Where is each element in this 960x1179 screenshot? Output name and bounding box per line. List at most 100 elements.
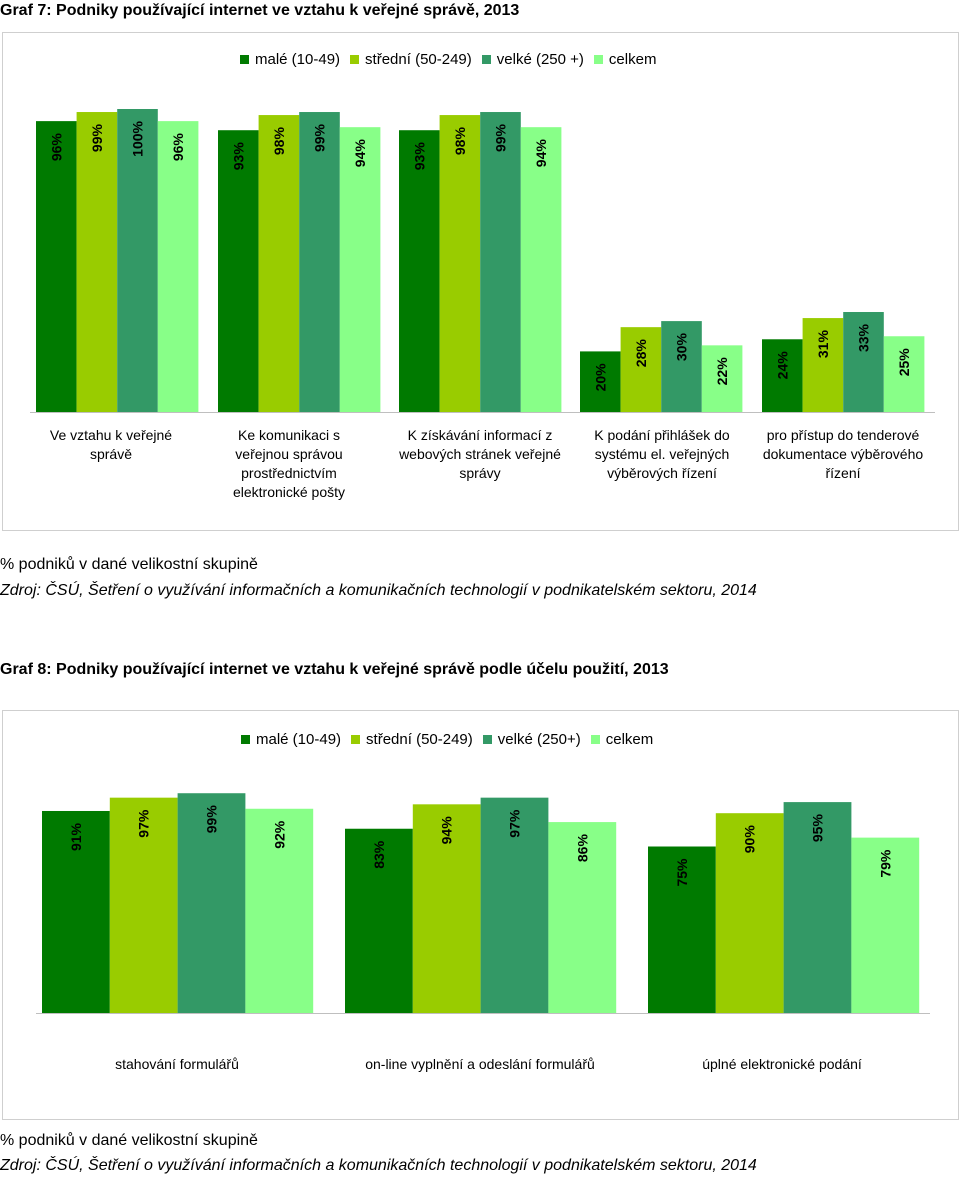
legend-swatch-medium [350, 55, 360, 64]
chart1-category-label: Ke komunikaci s veřejnou správou prostře… [232, 427, 346, 500]
data-label-small-3: 75% [674, 858, 690, 887]
bar-small-5 [762, 339, 803, 412]
legend-label: velké (250 +) [496, 51, 584, 68]
data-label-small-2: 93% [230, 142, 246, 171]
bar-large-4 [661, 321, 702, 412]
bar-small-3 [648, 846, 716, 1013]
data-label-large-3: 95% [810, 814, 826, 843]
legend-label: celkem [605, 731, 654, 748]
bar-medium-4 [620, 327, 662, 412]
chart2-note: % podniků v dané velikostní skupině [0, 1132, 258, 1149]
legend-label: velké (250+) [497, 731, 581, 748]
chart1-title: Graf 7: Podniky používající internet ve … [0, 2, 520, 19]
chart2-legend: malé (10-49) střední (50-249) velké (250… [241, 731, 663, 748]
data-label-small-1: 96% [48, 133, 64, 162]
chart1-source: Zdroj: ČSÚ, Šetření o využívání informač… [0, 582, 757, 599]
bar-medium-5 [802, 318, 844, 412]
legend-swatch-medium [351, 735, 361, 744]
legend-swatch-large [481, 55, 491, 64]
legend-swatch-total [590, 735, 600, 744]
chart2-legend-item-total: celkem [590, 731, 654, 748]
bar-total-1 [157, 121, 199, 413]
bar-total-3 [851, 837, 920, 1013]
data-label-small-2: 83% [371, 840, 387, 869]
chart2-category-label: úplné elektronické podání [702, 1056, 862, 1072]
legend-label: malé (10-49) [256, 731, 342, 748]
legend-label: střední (50-249) [366, 731, 473, 748]
legend-label: malé (10-49) [255, 51, 341, 68]
legend-label: střední (50-249) [365, 51, 472, 68]
chart1-category-label: pro přístup do tenderové dokumentace výb… [762, 427, 924, 481]
data-label-total-5: 25% [896, 348, 912, 377]
data-label-total-1: 96% [170, 133, 186, 162]
chart2-source: Zdroj: ČSÚ, Šetření o využívání informač… [0, 1157, 757, 1174]
chart1-note: % podniků v dané velikostní skupině [0, 556, 258, 573]
data-label-medium-2: 94% [439, 816, 455, 845]
chart1-legend: malé (10-49) střední (50-249) velké (250… [240, 51, 666, 68]
chart1-category-label: K podání přihlášek do systému el. veřejn… [594, 427, 730, 481]
bar-large-1 [117, 109, 158, 412]
chart2-legend-item-small: malé (10-49) [241, 731, 341, 748]
data-label-total-2: 94% [352, 139, 368, 168]
chart2-category-label: stahování formulářů [115, 1056, 239, 1072]
data-label-small-3: 93% [411, 142, 427, 171]
chart2-category-label: on-line vyplnění a odeslání formulářů [365, 1056, 595, 1072]
bar-total-1 [245, 808, 314, 1013]
chart1-legend-item-total: celkem [593, 51, 657, 68]
bar-small-2 [345, 828, 413, 1013]
data-label-total-3: 94% [533, 139, 549, 168]
chart1-category-label: K získávání informací z webových stránek… [399, 427, 561, 481]
bar-small-2 [218, 130, 259, 412]
bar-large-2 [299, 112, 340, 412]
data-label-small-4: 20% [592, 363, 608, 392]
bar-medium-1 [109, 797, 178, 1013]
bar-total-3 [520, 127, 562, 413]
chart2-legend-item-large: velké (250+) [482, 731, 581, 748]
bar-total-4 [701, 345, 743, 412]
data-label-large-3: 99% [493, 123, 509, 152]
bar-medium-2 [412, 804, 481, 1013]
chart1-legend-item-small: malé (10-49) [240, 51, 340, 68]
data-label-total-4: 22% [714, 357, 730, 386]
bar-large-3 [480, 112, 521, 412]
bar-large-5 [843, 312, 884, 412]
data-label-medium-1: 97% [136, 809, 152, 838]
bar-medium-3 [439, 115, 481, 412]
data-label-large-2: 97% [507, 809, 523, 838]
bar-total-2 [548, 822, 617, 1013]
chart2-title: Graf 8: Podniky používající internet ve … [0, 661, 669, 678]
bar-medium-1 [76, 112, 118, 412]
bar-medium-3 [715, 813, 784, 1013]
data-label-large-1: 99% [204, 805, 220, 834]
chart1-legend-item-large: velké (250 +) [481, 51, 584, 68]
data-label-medium-2: 98% [271, 127, 287, 156]
data-label-total-2: 86% [574, 834, 590, 863]
bar-total-2 [339, 127, 381, 413]
data-label-medium-1: 99% [89, 123, 105, 152]
data-label-small-5: 24% [774, 351, 790, 380]
data-label-medium-4: 28% [633, 339, 649, 368]
bar-total-5 [883, 336, 925, 412]
bar-large-3 [783, 802, 852, 1013]
data-label-total-1: 92% [271, 820, 287, 849]
bar-large-1 [177, 793, 246, 1013]
legend-swatch-small [240, 55, 249, 64]
chart2-legend-item-medium: střední (50-249) [351, 731, 473, 748]
legend-swatch-large [482, 735, 492, 744]
legend-label: celkem [608, 51, 657, 68]
data-label-total-3: 79% [877, 849, 893, 878]
bar-small-3 [399, 130, 440, 412]
chart1-category-label: Ve vztahu k veřejné správě [49, 427, 173, 462]
bar-small-4 [580, 351, 621, 412]
data-label-large-1: 100% [130, 120, 146, 156]
data-label-medium-5: 31% [815, 330, 831, 359]
data-label-small-1: 91% [68, 822, 84, 851]
legend-swatch-total [593, 55, 603, 64]
bar-medium-2 [258, 115, 300, 412]
data-label-large-5: 33% [856, 323, 872, 352]
chart1-legend-item-medium: střední (50-249) [350, 51, 472, 68]
bar-small-1 [36, 121, 77, 413]
bar-small-1 [42, 810, 110, 1013]
data-label-medium-3: 98% [452, 127, 468, 156]
